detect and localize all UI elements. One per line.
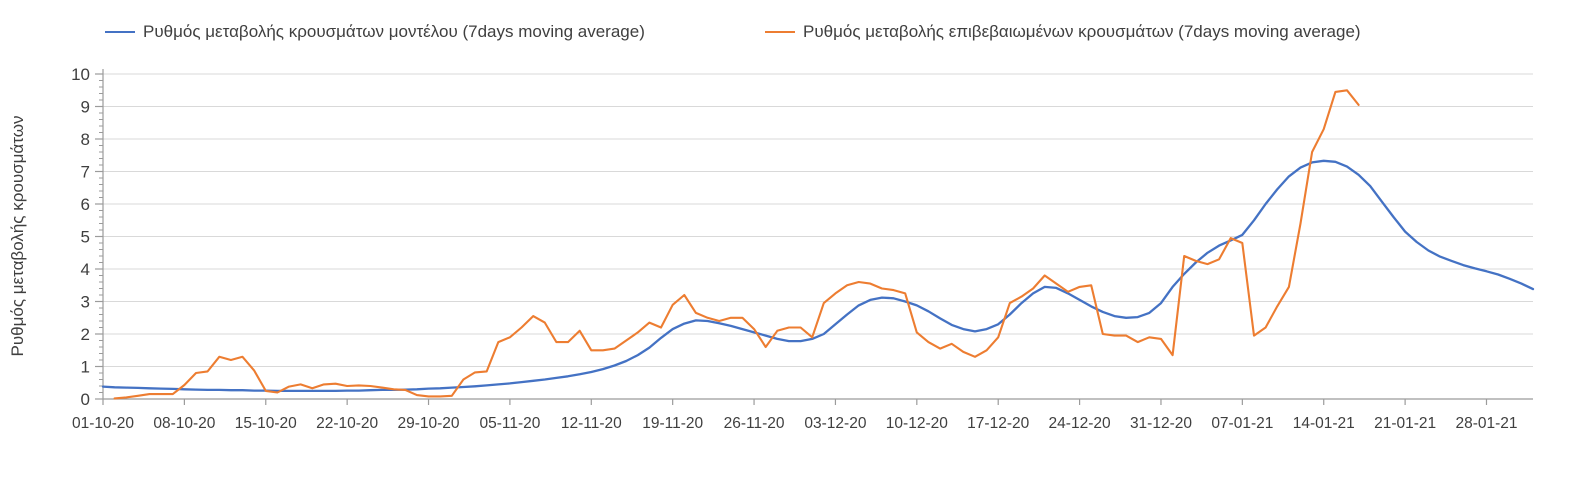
legend-label-confirmed: Ρυθμός μεταβολής επιβεβαιωμένων κρουσμάτ… <box>803 22 1361 41</box>
confirmed-line <box>113 89 1360 400</box>
x-tick-label: 21-01-21 <box>1374 415 1436 432</box>
y-tick-label: 10 <box>71 65 90 84</box>
x-tick-label: 03-12-20 <box>804 415 866 432</box>
y-tick-label: 6 <box>81 195 90 214</box>
x-tick-label: 01-10-20 <box>72 415 134 432</box>
y-tick-label: 9 <box>81 98 90 117</box>
x-tick-label: 29-10-20 <box>398 415 460 432</box>
x-tick-label: 10-12-20 <box>886 415 948 432</box>
x-tick-label: 24-12-20 <box>1049 415 1111 432</box>
x-tick-label: 07-01-21 <box>1211 415 1273 432</box>
y-tick-label: 2 <box>81 325 90 344</box>
legend-item-confirmed: Ρυθμός μεταβολής επιβεβαιωμένων κρουσμάτ… <box>765 22 1361 42</box>
y-tick-label: 5 <box>81 228 90 247</box>
x-tick-label: 26-11-20 <box>724 415 785 432</box>
y-axis-title: Ρυθμός μεταβολής κρουσμάτων <box>8 115 27 357</box>
x-tick-label: 08-10-20 <box>153 415 215 432</box>
model-line <box>101 159 1535 393</box>
x-tick-label: 22-10-20 <box>316 415 378 432</box>
x-tick-label: 05-11-20 <box>479 415 540 432</box>
y-tick-label: 3 <box>81 293 90 312</box>
x-tick-label: 17-12-20 <box>967 415 1029 432</box>
x-tick-label: 28-01-21 <box>1455 415 1517 432</box>
legend-line-swatch-model <box>105 30 135 34</box>
y-tick-label: 0 <box>81 390 90 409</box>
y-tick-label: 1 <box>81 358 90 377</box>
x-tick-label: 19-11-20 <box>642 415 703 432</box>
y-tick-label: 7 <box>81 163 90 182</box>
legend-line-swatch-confirmed <box>765 30 795 34</box>
x-tick-label: 12-11-20 <box>561 415 622 432</box>
x-tick-label: 14-01-21 <box>1293 415 1355 432</box>
x-tick-label: 31-12-20 <box>1130 415 1192 432</box>
x-tick-label: 15-10-20 <box>235 415 297 432</box>
legend-item-model: Ρυθμός μεταβολής κρουσμάτων μοντέλου (7d… <box>105 22 645 42</box>
y-tick-label: 8 <box>81 130 90 149</box>
legend-label-model: Ρυθμός μεταβολής κρουσμάτων μοντέλου (7d… <box>143 22 645 41</box>
y-tick-label: 4 <box>81 260 90 279</box>
